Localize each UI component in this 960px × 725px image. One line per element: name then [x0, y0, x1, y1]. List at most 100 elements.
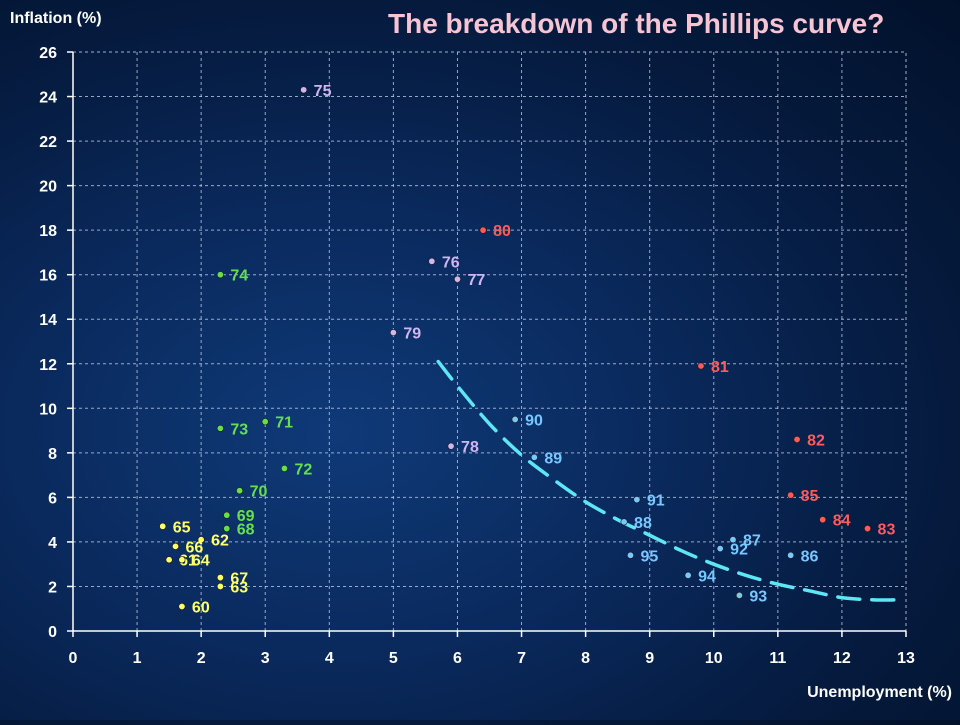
- data-point-label: 72: [294, 461, 312, 478]
- data-point: [236, 487, 244, 495]
- data-point: [165, 556, 173, 564]
- x-axis-label: Unemployment (%): [807, 684, 952, 701]
- data-point: [697, 362, 705, 370]
- x-tick-label: 8: [581, 650, 590, 667]
- data-point-label: 69: [237, 508, 255, 525]
- data-point: [530, 453, 538, 461]
- y-tick-label: 6: [48, 490, 57, 507]
- data-point-label: 74: [230, 268, 248, 285]
- data-point-label: 82: [807, 432, 825, 449]
- y-tick-label: 18: [39, 223, 57, 240]
- data-point: [716, 545, 724, 553]
- x-tick-label: 0: [69, 650, 78, 667]
- y-tick-label: 2: [48, 579, 57, 596]
- data-point: [453, 275, 461, 283]
- x-tick-label: 6: [453, 650, 462, 667]
- y-tick-label: 26: [39, 45, 57, 62]
- x-tick-label: 10: [705, 650, 723, 667]
- data-point: [389, 329, 397, 337]
- data-point-label: 83: [878, 522, 896, 539]
- data-point: [261, 418, 269, 426]
- x-tick-label: 5: [389, 650, 398, 667]
- x-tick-label: 13: [897, 650, 915, 667]
- data-point-label: 89: [544, 450, 562, 467]
- data-point: [819, 516, 827, 524]
- y-tick-label: 20: [39, 179, 57, 196]
- data-point-label: 93: [749, 588, 767, 605]
- data-point: [633, 496, 641, 504]
- x-tick-label: 3: [261, 650, 270, 667]
- chart-title: The breakdown of the Phillips curve?: [388, 8, 885, 39]
- data-point: [159, 522, 167, 530]
- data-point: [223, 525, 231, 533]
- x-tick-label: 4: [325, 650, 334, 667]
- data-point: [793, 435, 801, 443]
- y-tick-label: 16: [39, 268, 57, 285]
- data-point: [216, 271, 224, 279]
- x-tick-label: 7: [517, 650, 526, 667]
- data-point-label: 87: [743, 533, 761, 550]
- data-point: [428, 257, 436, 265]
- y-axis-label: Inflation (%): [10, 10, 102, 27]
- data-point: [447, 442, 455, 450]
- data-point: [216, 574, 224, 582]
- data-point-label: 78: [461, 439, 479, 456]
- y-tick-label: 24: [39, 90, 57, 107]
- data-point: [864, 525, 872, 533]
- data-point-label: 75: [314, 83, 332, 100]
- data-point: [729, 536, 737, 544]
- grid: [72, 51, 907, 632]
- y-tick-label: 0: [48, 624, 57, 641]
- y-tick-label: 12: [39, 357, 57, 374]
- x-tick-label: 1: [133, 650, 142, 667]
- y-tick-label: 4: [48, 535, 57, 552]
- data-point: [787, 551, 795, 559]
- data-point-label: 67: [230, 571, 248, 588]
- data-point-label: 60: [192, 600, 210, 617]
- data-point-label: 81: [711, 359, 729, 376]
- data-point: [178, 556, 186, 564]
- data-point: [300, 86, 308, 94]
- trend-curve-layer: [436, 359, 902, 602]
- data-points-layer: 6061626364656667686970717273747576777879…: [159, 83, 896, 617]
- data-point-label: 62: [211, 533, 229, 550]
- data-point: [626, 551, 634, 559]
- x-tick-label: 9: [645, 650, 654, 667]
- data-point: [280, 464, 288, 472]
- data-point: [787, 491, 795, 499]
- data-point-label: 94: [698, 568, 716, 585]
- y-tick-label: 10: [39, 401, 57, 418]
- y-tick-label: 14: [39, 312, 57, 329]
- data-point-label: 68: [237, 522, 255, 539]
- data-point: [223, 511, 231, 519]
- data-point-label: 65: [173, 519, 191, 536]
- data-point-label: 88: [634, 515, 652, 532]
- data-point-label: 85: [801, 488, 819, 505]
- y-tick-label: 22: [39, 134, 57, 151]
- data-point: [197, 536, 205, 544]
- data-point-label: 76: [442, 254, 460, 271]
- data-point: [511, 415, 519, 423]
- data-point: [620, 518, 628, 526]
- data-point-label: 91: [647, 493, 665, 510]
- data-point: [479, 226, 487, 234]
- data-point-label: 77: [467, 272, 485, 289]
- data-point: [172, 542, 180, 550]
- data-point: [684, 571, 692, 579]
- data-point: [216, 582, 224, 590]
- x-tick-label: 12: [833, 650, 851, 667]
- data-point-label: 71: [275, 415, 293, 432]
- axes: 0 1 2 3 4 5 6 7 8 9 10 11 12 130246810121416182022242…: [39, 45, 915, 667]
- data-point: [216, 424, 224, 432]
- data-point-label: 90: [525, 412, 543, 429]
- data-point-label: 70: [250, 484, 268, 501]
- data-point: [178, 603, 186, 611]
- data-point-label: 79: [403, 326, 421, 343]
- data-point-label: 73: [230, 421, 248, 438]
- data-point-label: 92: [730, 542, 748, 559]
- data-point: [735, 591, 743, 599]
- phillips-trend-curve: [436, 359, 902, 602]
- data-point-label: 80: [493, 223, 511, 240]
